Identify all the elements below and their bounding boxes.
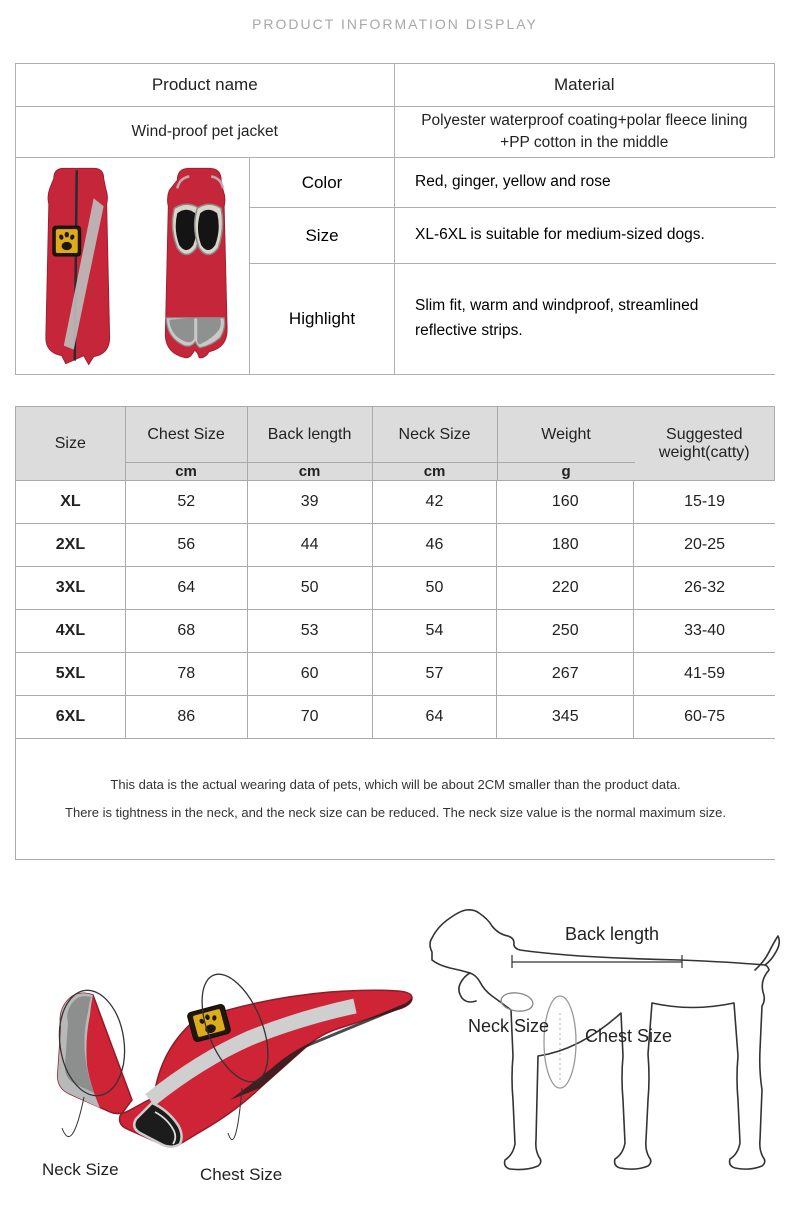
- svg-text:Chest Size: Chest Size: [585, 1026, 672, 1046]
- svg-text:Neck Size: Neck Size: [468, 1016, 549, 1036]
- svg-text:Back length: Back length: [565, 924, 659, 944]
- svg-text:Chest Size: Chest Size: [200, 1165, 282, 1184]
- svg-text:Neck Size: Neck Size: [42, 1160, 119, 1179]
